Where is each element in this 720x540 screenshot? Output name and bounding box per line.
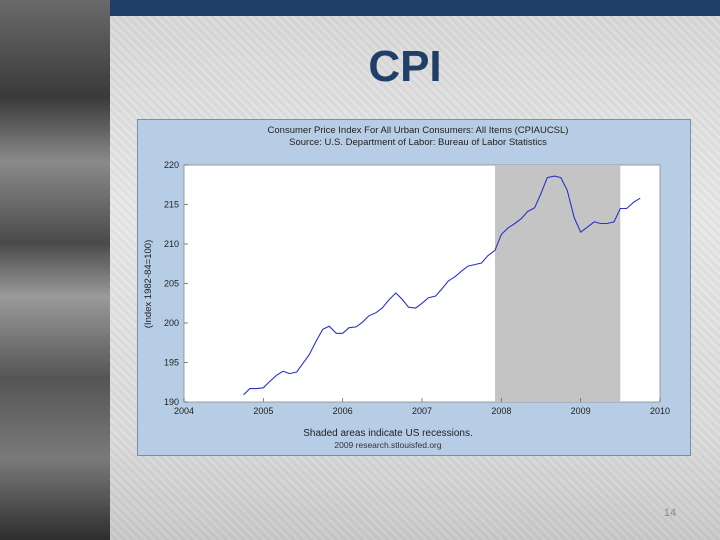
x-tick-label-2005: 2005 <box>253 406 273 416</box>
x-axis-note: Shaded areas indicate US recessions. <box>303 428 473 439</box>
slide-title: CPI <box>368 42 442 91</box>
chart-panel: Consumer Price Index For All Urban Consu… <box>137 119 691 456</box>
photo-collage <box>0 0 110 540</box>
y-tick-label-190: 190 <box>164 397 179 407</box>
x-tick-label-2004: 2004 <box>174 406 194 416</box>
y-tick-label-205: 205 <box>164 279 179 289</box>
y-tick-label-220: 220 <box>164 160 179 170</box>
slide-number: 14 <box>663 507 677 519</box>
x-tick-label-2010: 2010 <box>650 406 670 416</box>
y-tick-label-200: 200 <box>164 318 179 328</box>
x-tick-label-2006: 2006 <box>333 406 353 416</box>
y-axis-label: (Index 1982-84=100) <box>143 240 154 328</box>
recession-shade-0 <box>494 165 621 402</box>
x-tick-label-2009: 2009 <box>571 406 591 416</box>
y-tick-label-215: 215 <box>164 200 179 210</box>
chart-subtitle: Source: U.S. Department of Labor: Bureau… <box>289 137 547 148</box>
cpi-series-line-0 <box>243 175 641 396</box>
top-accent-bar <box>110 0 720 16</box>
y-tick-label-210: 210 <box>164 239 179 249</box>
cpi-chart: Consumer Price Index For All Urban Consu… <box>143 125 670 450</box>
y-tick-label-195: 195 <box>164 358 179 368</box>
chart-title: Consumer Price Index For All Urban Consu… <box>268 125 569 136</box>
chart-credit: 2009 research.stlouisfed.org <box>334 440 442 450</box>
x-tick-label-2008: 2008 <box>491 406 511 416</box>
x-tick-label-2007: 2007 <box>412 406 432 416</box>
